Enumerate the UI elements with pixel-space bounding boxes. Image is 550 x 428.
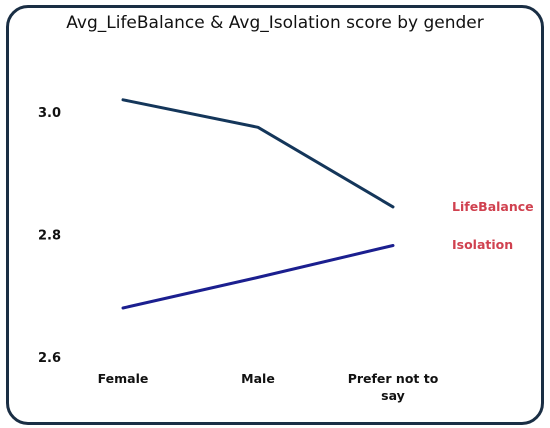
y-tick-label: 2.6 [38,351,61,366]
x-tick-label-line: Male [241,371,275,386]
x-tick-label-line: say [381,388,405,403]
series-line-isolation [121,244,395,310]
series-lines [121,98,395,310]
chart-card [6,5,544,425]
x-tick-label-line: Prefer not to [348,371,439,386]
y-tick-label: 3.0 [38,106,61,121]
x-tick-label: Prefer not to say [348,371,439,403]
x-tick-label-line: Female [98,371,149,386]
series-line-lifebalance [121,98,395,209]
x-axis: Female Male Prefer not to say [98,371,439,403]
series-label-lifebalance: LifeBalance [452,199,534,214]
series-label-isolation: Isolation [452,237,513,252]
chart-title: Avg_LifeBalance & Avg_Isolation score by… [66,13,484,33]
x-tick-label: Female [98,371,149,386]
y-tick-label: 2.8 [38,229,61,244]
y-axis: 2.6 2.8 3.0 [38,106,61,366]
series-labels: LifeBalance Isolation [452,199,534,252]
x-tick-label: Male [241,371,275,386]
